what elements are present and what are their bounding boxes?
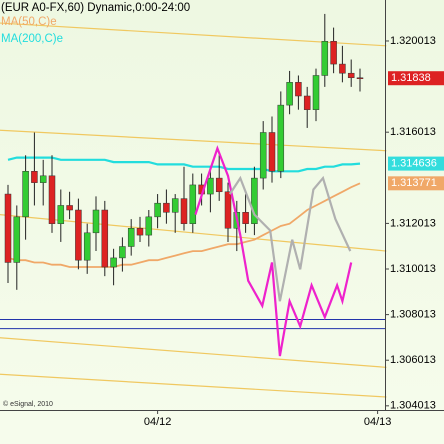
candle-body xyxy=(330,41,337,65)
candle-body xyxy=(31,171,38,183)
candle-body xyxy=(251,177,258,224)
y-tick-label: 1.304013 xyxy=(390,400,436,412)
plot-area xyxy=(0,13,387,398)
candle-body xyxy=(57,205,65,224)
candle-body xyxy=(321,41,329,76)
chart-title: (EUR A0-FX,60) Dynamic,0:00-24:00 xyxy=(1,2,190,14)
candle-body xyxy=(110,257,117,268)
candle-body xyxy=(295,82,302,97)
candle-body xyxy=(259,132,267,179)
y-tick-label: 1.306013 xyxy=(390,354,436,366)
candle-body xyxy=(207,177,214,195)
legend-entry: MA(200,C)e xyxy=(1,33,63,45)
price-label-box xyxy=(388,156,444,171)
candle-body xyxy=(347,72,355,79)
price-label-box xyxy=(388,71,444,86)
credit: © eSignal, 2010 xyxy=(3,400,53,408)
x-tick-label: 04/12 xyxy=(144,416,172,428)
candle-body xyxy=(277,104,285,172)
projection-line xyxy=(228,175,352,302)
candle-body xyxy=(303,95,311,110)
trendline xyxy=(0,129,387,152)
candle-body xyxy=(22,171,29,218)
candle-body xyxy=(13,216,21,263)
y-tick-label: 1.308013 xyxy=(390,309,436,321)
candle-body xyxy=(154,202,161,218)
price-label: 1.313771 xyxy=(391,177,437,189)
candle-body xyxy=(356,77,364,80)
candle-body xyxy=(189,184,197,224)
candle-body xyxy=(136,228,144,236)
candle-body xyxy=(145,216,153,236)
candle-body xyxy=(312,75,320,110)
candle-body xyxy=(4,193,12,263)
candle-body xyxy=(224,191,232,229)
candle-body xyxy=(92,209,100,234)
legend-entry: MA(50,C)e xyxy=(1,16,57,28)
x-tick-label: 04/13 xyxy=(364,416,392,428)
candle-body xyxy=(180,198,188,224)
candle-body xyxy=(215,177,223,193)
candle-body xyxy=(39,175,47,183)
candle-body xyxy=(286,82,293,106)
candle-body xyxy=(339,63,346,74)
candle-body xyxy=(66,205,73,211)
candle-body xyxy=(242,212,249,224)
candle-body xyxy=(163,202,170,213)
candle-body xyxy=(101,209,109,268)
price-label: 1.31838 xyxy=(391,72,431,84)
y-tick-label: 1.310013 xyxy=(390,263,436,275)
y-tick-label: 1.312013 xyxy=(390,217,436,229)
y-tick-label: 1.320013 xyxy=(390,35,436,47)
projection-line xyxy=(194,145,353,357)
trendline xyxy=(0,373,387,398)
candle-body xyxy=(119,246,126,259)
candle-body xyxy=(127,228,135,247)
moving-average-line xyxy=(7,156,361,173)
candle-body xyxy=(268,132,276,172)
price-label-box xyxy=(388,176,444,191)
candle-body xyxy=(48,175,56,224)
y-tick-label: 1.316013 xyxy=(390,126,436,138)
candle-body xyxy=(83,232,91,261)
candle-body xyxy=(75,209,82,261)
price-label: 1.314636 xyxy=(391,157,437,169)
candle-body xyxy=(171,198,179,213)
trendline xyxy=(0,337,387,368)
moving-average-line xyxy=(7,182,361,268)
